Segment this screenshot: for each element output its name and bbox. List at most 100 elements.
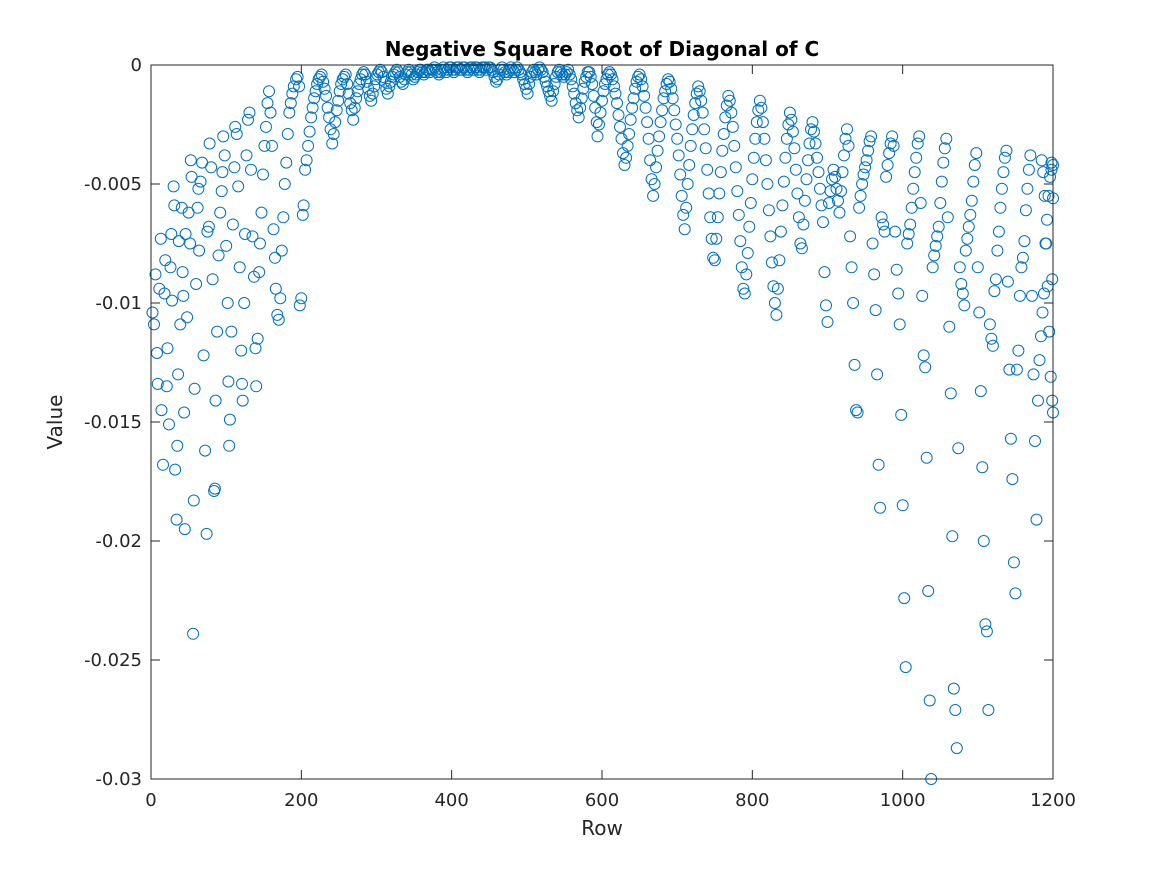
data-point — [850, 404, 863, 417]
data-point — [626, 101, 639, 114]
data-point — [260, 120, 272, 133]
data-point — [1044, 170, 1056, 183]
data-point — [514, 66, 527, 79]
data-point — [759, 154, 772, 167]
data-point — [154, 232, 167, 245]
data-point — [160, 380, 173, 393]
data-point — [762, 204, 775, 217]
data-point — [605, 68, 617, 81]
data-point — [205, 161, 218, 174]
data-point — [761, 178, 774, 190]
data-point — [584, 70, 597, 83]
data-point — [976, 461, 989, 474]
data-point — [550, 70, 563, 83]
data-point — [731, 185, 744, 198]
data-point — [1024, 149, 1037, 162]
data-point — [1015, 261, 1028, 274]
data-point — [844, 230, 857, 243]
data-point — [1004, 432, 1017, 445]
data-point — [992, 225, 1005, 238]
data-point — [283, 106, 296, 119]
data-point — [151, 377, 164, 390]
data-point — [369, 73, 382, 86]
data-point — [961, 232, 974, 245]
data-point — [596, 94, 608, 107]
data-point — [359, 68, 372, 81]
data-point — [889, 225, 902, 238]
data-point — [818, 266, 831, 279]
data-point — [719, 111, 732, 124]
data-point — [1010, 363, 1023, 376]
data-point — [306, 101, 319, 114]
data-point — [286, 87, 299, 100]
data-point — [293, 80, 306, 93]
data-point — [747, 151, 760, 164]
data-point — [228, 161, 241, 174]
data-point — [200, 527, 213, 540]
data-point — [602, 68, 614, 81]
data-point — [973, 306, 986, 319]
data-point — [820, 299, 832, 312]
data-point — [1007, 556, 1020, 569]
data-point — [710, 232, 723, 245]
data-point — [1045, 156, 1058, 169]
data-point — [904, 218, 917, 231]
data-point — [949, 704, 962, 716]
data-point — [943, 320, 956, 333]
data-point — [220, 239, 233, 252]
data-point — [333, 85, 346, 98]
data-point — [902, 228, 915, 240]
data-point — [251, 332, 264, 345]
plot-area — [151, 65, 1053, 779]
data-point — [798, 194, 811, 207]
data-point — [970, 147, 983, 160]
data-point — [187, 627, 200, 640]
data-point — [226, 218, 239, 231]
data-point — [422, 63, 435, 76]
data-point — [938, 142, 951, 155]
data-point — [1038, 189, 1051, 202]
data-point — [372, 66, 385, 79]
data-point — [583, 66, 596, 79]
data-point — [235, 344, 248, 357]
data-point — [636, 80, 649, 93]
data-point — [866, 237, 879, 250]
data-point — [177, 289, 190, 302]
data-point — [175, 201, 188, 214]
data-point — [209, 394, 222, 407]
data-point — [594, 106, 607, 119]
data-point — [339, 68, 352, 81]
data-point — [569, 97, 582, 110]
data-point — [738, 287, 751, 300]
data-point — [1000, 144, 1013, 157]
data-point — [950, 742, 963, 755]
data-point — [791, 187, 804, 200]
data-point — [362, 82, 375, 95]
data-point — [744, 197, 757, 209]
x-tick-label: 200 — [284, 790, 318, 811]
x-tick-label: 800 — [735, 790, 769, 811]
data-point — [656, 104, 669, 117]
data-point — [161, 342, 174, 355]
data-point — [609, 87, 622, 100]
data-point — [743, 220, 756, 233]
data-point — [746, 173, 759, 186]
data-point — [172, 235, 185, 248]
data-point — [330, 104, 343, 117]
data-point — [729, 161, 742, 174]
data-point — [644, 154, 657, 167]
data-point — [240, 149, 253, 162]
data-point — [345, 104, 358, 117]
data-point — [1027, 368, 1040, 381]
data-point — [236, 377, 248, 390]
data-point — [827, 163, 840, 176]
data-point — [178, 523, 191, 536]
data-point — [332, 94, 345, 107]
data-point — [624, 113, 637, 126]
data-point — [254, 237, 266, 250]
data-point — [959, 244, 972, 257]
data-point — [805, 123, 817, 136]
data-point — [293, 299, 306, 312]
data-point — [264, 106, 277, 119]
data-point — [863, 135, 876, 148]
